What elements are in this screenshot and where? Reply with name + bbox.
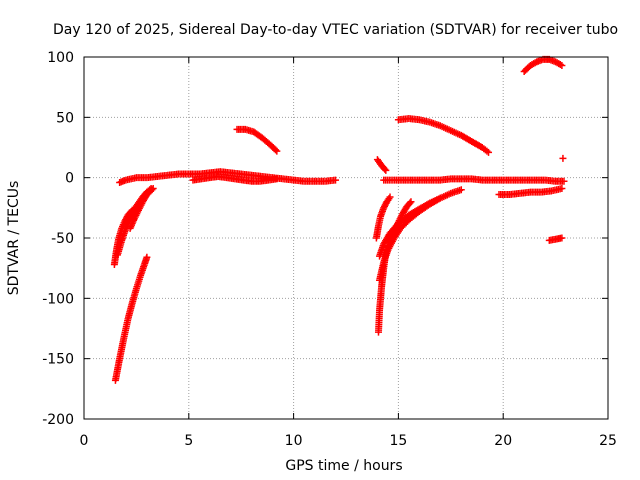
data-point (272, 146, 280, 154)
x-tick-label: 25 (599, 433, 617, 449)
data-point (332, 176, 340, 184)
data-point (149, 185, 157, 193)
data-points (110, 55, 568, 384)
data-point (381, 165, 389, 173)
data-point (558, 61, 566, 69)
data-point (560, 177, 568, 185)
x-tick-label: 0 (80, 433, 89, 449)
data-point (273, 175, 281, 183)
data-point (148, 186, 156, 194)
series-arc-7 (189, 172, 281, 185)
x-axis: 0 5 10 15 20 25 (80, 57, 617, 449)
y-tick-label: -100 (42, 291, 74, 307)
series-arc-16 (495, 185, 566, 199)
y-axis-label: SDTVAR / TECUs (6, 181, 22, 296)
data-point (386, 193, 394, 201)
gridlines (84, 57, 608, 419)
series-arc-9 (373, 156, 390, 174)
series-arc-1 (111, 253, 151, 384)
y-tick-label: -50 (51, 231, 74, 247)
series-arc-6 (116, 168, 340, 186)
y-tick-label: 0 (65, 171, 74, 187)
data-point (485, 148, 493, 156)
y-tick-label: -150 (42, 352, 74, 368)
series-arc-19 (559, 154, 567, 162)
x-tick-label: 10 (285, 433, 303, 449)
data-point (531, 59, 539, 67)
data-point (273, 147, 281, 155)
series-arc-17 (520, 55, 566, 75)
y-tick-label: 50 (56, 110, 74, 126)
series-arc-11 (394, 115, 493, 156)
y-tick-label: 100 (47, 50, 74, 66)
series-arc-14 (372, 193, 394, 242)
data-point (407, 198, 415, 206)
data-point (558, 234, 566, 242)
y-axis: 100 50 0 -50 -100 -150 -200 (42, 50, 608, 428)
data-point (559, 154, 567, 162)
x-axis-label: GPS time / hours (285, 458, 402, 474)
data-point (558, 185, 566, 193)
data-point (483, 147, 491, 155)
series-arc-10 (380, 175, 568, 185)
x-tick-label: 15 (389, 433, 407, 449)
data-point (143, 253, 151, 261)
data-point (457, 186, 465, 194)
x-tick-label: 5 (184, 433, 193, 449)
x-tick-label: 20 (494, 433, 512, 449)
series-arc-8 (233, 125, 281, 155)
chart-title: Day 120 of 2025, Sidereal Day-to-day VTE… (53, 22, 618, 38)
data-point (556, 61, 564, 69)
series-arc-15 (376, 194, 444, 260)
data-point (406, 199, 414, 207)
data-point (436, 194, 444, 202)
series-arc-18 (545, 234, 566, 244)
series-arc-5 (126, 185, 157, 232)
y-tick-label: -200 (42, 412, 74, 428)
data-point (382, 166, 390, 174)
